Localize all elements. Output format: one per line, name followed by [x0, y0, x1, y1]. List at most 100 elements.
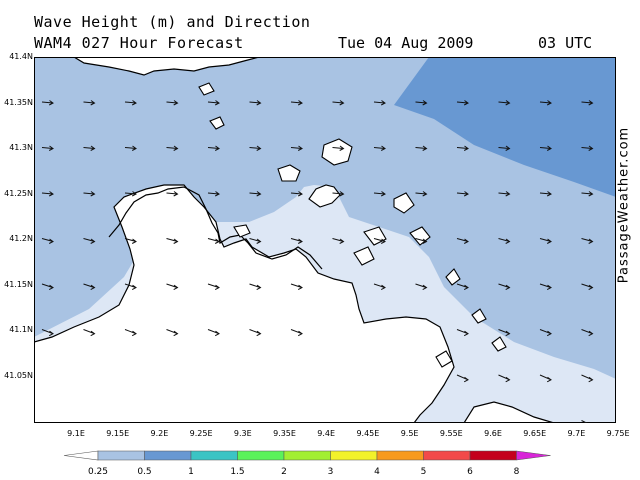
lat-tick-label: 41.2N — [9, 234, 33, 243]
forecast-date: Tue 04 Aug 2009 — [338, 34, 474, 52]
wave-direction-arrow — [249, 238, 262, 244]
wave-direction-arrow — [539, 374, 552, 383]
wave-direction-arrow — [581, 100, 594, 106]
wave-direction-arrow — [41, 283, 54, 291]
map-frame — [34, 57, 616, 423]
wave-direction-arrow — [498, 283, 511, 291]
forecast-time: 03 UTC — [538, 34, 593, 52]
legend-swatch — [283, 450, 331, 461]
wave-height-map — [34, 57, 616, 423]
wave-direction-arrow — [207, 100, 220, 106]
wave-direction-arrow — [332, 100, 345, 106]
lon-tick-label: 9.3E — [233, 429, 252, 438]
wave-direction-arrow — [539, 191, 552, 197]
lon-tick-label: 9.55E — [439, 429, 463, 438]
legend-low-arrow — [63, 450, 99, 461]
legend-label: 2 — [281, 467, 287, 477]
wave-direction-arrow — [41, 238, 54, 244]
wave-direction-arrow — [290, 145, 303, 151]
wave-direction-arrow — [166, 191, 179, 197]
land-area — [34, 184, 455, 423]
legend-swatch — [423, 450, 471, 461]
legend-swatch — [97, 450, 145, 461]
legend-label: 1.5 — [230, 467, 244, 477]
wave-direction-arrow — [332, 191, 345, 197]
wave-direction-arrow — [41, 329, 54, 337]
lat-tick-label: 41.25N — [4, 188, 33, 198]
legend-swatch — [376, 450, 424, 461]
legend-label: 1 — [188, 467, 194, 477]
lon-tick-label: 9.25E — [189, 429, 213, 438]
watermark: PassageWeather.com — [616, 126, 632, 284]
coastline-corsica — [72, 57, 260, 76]
wave-direction-arrow — [290, 283, 303, 291]
land-southeast — [463, 401, 555, 423]
color-legend: 0.25 0.5 1 1.5 2 3 4 5 6 8 — [63, 450, 551, 477]
wave-direction-arrow — [456, 329, 469, 337]
islands — [198, 82, 507, 368]
lat-tick-label: 41.05N — [4, 370, 33, 380]
wave-direction-arrow — [498, 238, 511, 244]
wave-direction-arrow — [539, 283, 552, 291]
wave-direction-arrow — [373, 100, 386, 106]
wave-direction-arrow — [498, 329, 511, 337]
wave-direction-arrow — [415, 191, 428, 197]
wave-direction-arrow — [124, 329, 137, 337]
wave-direction-arrow — [456, 145, 469, 151]
legend-high-arrow — [516, 450, 551, 461]
legend-label: 5 — [421, 467, 427, 477]
wave-direction-arrow — [290, 238, 303, 244]
wave-direction-arrow — [166, 238, 179, 244]
legend-label: 4 — [374, 467, 380, 477]
legend-swatch — [469, 450, 517, 461]
wave-direction-arrow — [373, 145, 386, 151]
wave-direction-arrow — [249, 191, 262, 197]
forecast-subtitle: WAM4 027 Hour Forecast — [34, 34, 244, 52]
legend-swatch — [237, 450, 285, 461]
wave-direction-arrow — [581, 283, 594, 291]
wave-direction-arrow — [290, 100, 303, 106]
wave-direction-arrow — [415, 145, 428, 151]
wave-direction-arrow — [41, 191, 54, 197]
lon-tick-label: 9.1E — [67, 429, 85, 438]
lon-tick-label: 9.4E — [317, 429, 336, 438]
wave-direction-arrow — [539, 329, 552, 337]
lon-tick-label: 9.5E — [400, 429, 419, 438]
lon-tick-label: 9.2E — [150, 429, 169, 438]
wave-direction-arrow — [124, 191, 137, 197]
wave-direction-arrow — [456, 374, 469, 383]
wave-direction-arrow — [207, 283, 220, 291]
wave-direction-arrow — [41, 100, 54, 106]
wave-direction-arrow — [332, 145, 345, 151]
wave-direction-arrow — [539, 238, 552, 244]
wave-direction-arrow — [166, 100, 179, 106]
wave-direction-arrow — [166, 283, 179, 291]
legend-label: 6 — [467, 467, 473, 477]
wave-direction-arrow — [498, 191, 511, 197]
wave-direction-arrow — [124, 283, 137, 291]
wave-direction-arrow — [207, 191, 220, 197]
lat-tick-label: 41.1N — [9, 325, 33, 334]
wave-direction-arrow — [539, 145, 552, 151]
wave-direction-arrow — [41, 145, 54, 151]
wave-direction-arrow — [456, 283, 469, 291]
wave-direction-arrow — [124, 145, 137, 151]
lat-tick-label: 41.4N — [9, 52, 33, 61]
wave-direction-arrow — [581, 238, 594, 244]
wave-direction-arrow — [498, 374, 511, 383]
wave-band-1-15 — [394, 57, 616, 197]
wave-direction-arrow — [456, 238, 469, 244]
legend-swatch — [330, 450, 378, 461]
wave-direction-arrow — [124, 238, 137, 244]
lon-tick-label: 9.7E — [567, 429, 586, 438]
wave-direction-arrow — [415, 238, 428, 244]
wave-direction-arrows — [41, 100, 594, 423]
lat-tick-label: 41.3N — [9, 143, 33, 152]
wave-direction-arrow — [290, 191, 303, 197]
wave-direction-arrow — [83, 283, 96, 291]
legend-label: 0.25 — [88, 467, 108, 477]
wave-direction-arrow — [539, 100, 552, 106]
wave-direction-arrow — [83, 191, 96, 197]
wave-direction-arrow — [249, 145, 262, 151]
map-title: Wave Height (m) and Direction — [34, 13, 311, 31]
